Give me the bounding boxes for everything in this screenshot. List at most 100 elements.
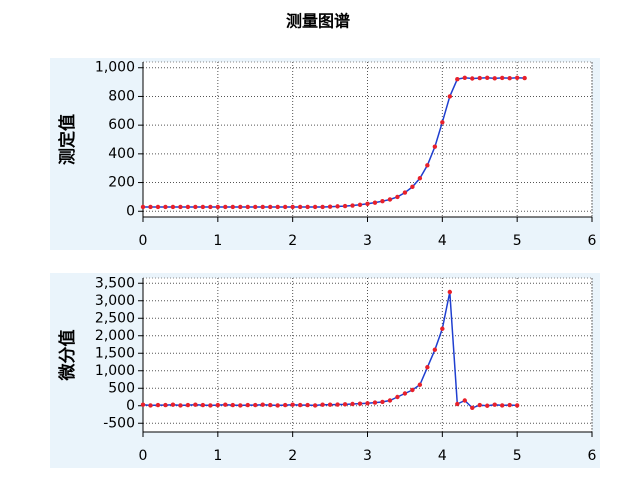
x-tick-label: 5 <box>513 448 522 464</box>
data-point <box>320 402 325 407</box>
data-point <box>402 190 408 195</box>
x-tick-label: 3 <box>363 233 372 249</box>
y-tick-label: 1,000 <box>95 60 135 76</box>
data-point <box>238 204 243 210</box>
data-point <box>417 176 423 181</box>
x-tick-label: 6 <box>588 233 597 249</box>
data-point <box>447 289 453 295</box>
data-point <box>387 398 393 403</box>
data-point <box>185 204 191 210</box>
y-tick-label: 500 <box>108 380 135 396</box>
data-point <box>178 403 183 408</box>
y-tick-label: -500 <box>103 415 135 431</box>
x-tick-label: 4 <box>438 448 447 464</box>
y-tick-label: 0 <box>126 203 135 219</box>
data-point <box>395 394 400 400</box>
data-point <box>380 399 385 405</box>
y-tick-label: 2,000 <box>95 328 135 344</box>
data-point <box>507 402 512 408</box>
data-point <box>357 401 363 406</box>
x-tick-label: 6 <box>588 448 597 464</box>
data-point <box>170 204 176 210</box>
data-point <box>432 347 438 352</box>
data-point <box>148 403 153 408</box>
data-point <box>268 204 273 210</box>
x-tick-label: 1 <box>213 233 222 249</box>
data-point <box>148 204 153 210</box>
data-point <box>140 402 146 407</box>
data-point <box>514 75 520 80</box>
data-point <box>282 204 288 210</box>
x-tick-label: 1 <box>213 448 222 464</box>
data-point <box>485 403 490 408</box>
data-point <box>208 204 213 210</box>
data-point <box>185 402 191 408</box>
data-point <box>470 76 475 81</box>
data-point <box>477 402 482 408</box>
data-point <box>170 402 176 407</box>
data-point <box>417 382 423 387</box>
data-point <box>327 402 333 407</box>
data-point <box>522 75 527 81</box>
data-point <box>350 203 355 208</box>
data-point <box>178 204 183 210</box>
data-point <box>223 204 228 210</box>
data-point <box>335 402 340 407</box>
data-point <box>342 402 348 407</box>
data-line <box>143 77 525 208</box>
data-point <box>238 403 243 408</box>
data-point <box>312 403 318 408</box>
data-point <box>312 204 318 210</box>
data-point <box>297 402 303 408</box>
data-point <box>447 94 453 99</box>
y-tick-label: 800 <box>108 88 135 104</box>
y-tick-label: 200 <box>108 175 135 191</box>
y-tick-label: 1,500 <box>95 345 135 361</box>
y-tick-label: 600 <box>108 117 135 133</box>
data-point <box>327 204 333 209</box>
data-point <box>477 75 482 81</box>
data-point <box>492 76 497 81</box>
x-tick-label: 2 <box>288 233 297 249</box>
y-tick-label: 1,000 <box>95 363 135 379</box>
data-point <box>335 204 340 209</box>
data-point <box>245 204 250 210</box>
data-point <box>193 204 198 210</box>
data-point <box>163 402 168 408</box>
y-tick-label: 3,500 <box>95 275 135 291</box>
data-point <box>462 398 467 403</box>
data-point <box>193 402 198 407</box>
x-tick-label: 3 <box>363 448 372 464</box>
data-point <box>155 204 161 210</box>
data-point <box>253 402 258 408</box>
x-tick-label: 0 <box>139 233 148 249</box>
data-point <box>440 120 445 125</box>
data-point <box>215 402 221 408</box>
data-point <box>365 401 370 406</box>
data-point <box>485 75 490 80</box>
data-point <box>372 400 378 405</box>
data-point <box>290 402 295 407</box>
data-point <box>305 402 310 408</box>
data-point <box>470 405 475 411</box>
data-point <box>380 199 385 204</box>
x-tick-label: 5 <box>513 233 522 249</box>
y-axis-title: 测定值 <box>57 114 78 165</box>
x-tick-label: 0 <box>139 448 148 464</box>
data-point <box>245 402 250 408</box>
data-point <box>395 194 400 200</box>
data-point <box>492 402 497 407</box>
chart-title: 测量图谱 <box>286 12 350 31</box>
y-tick-label: 3,000 <box>95 293 135 309</box>
data-point <box>432 144 438 149</box>
data-point <box>223 402 228 407</box>
data-point <box>462 75 467 80</box>
data-point <box>305 204 310 210</box>
data-point <box>230 204 235 210</box>
data-point <box>268 402 273 408</box>
data-point <box>297 204 303 210</box>
data-point <box>275 403 280 408</box>
data-point <box>514 403 520 408</box>
data-point <box>290 204 295 210</box>
